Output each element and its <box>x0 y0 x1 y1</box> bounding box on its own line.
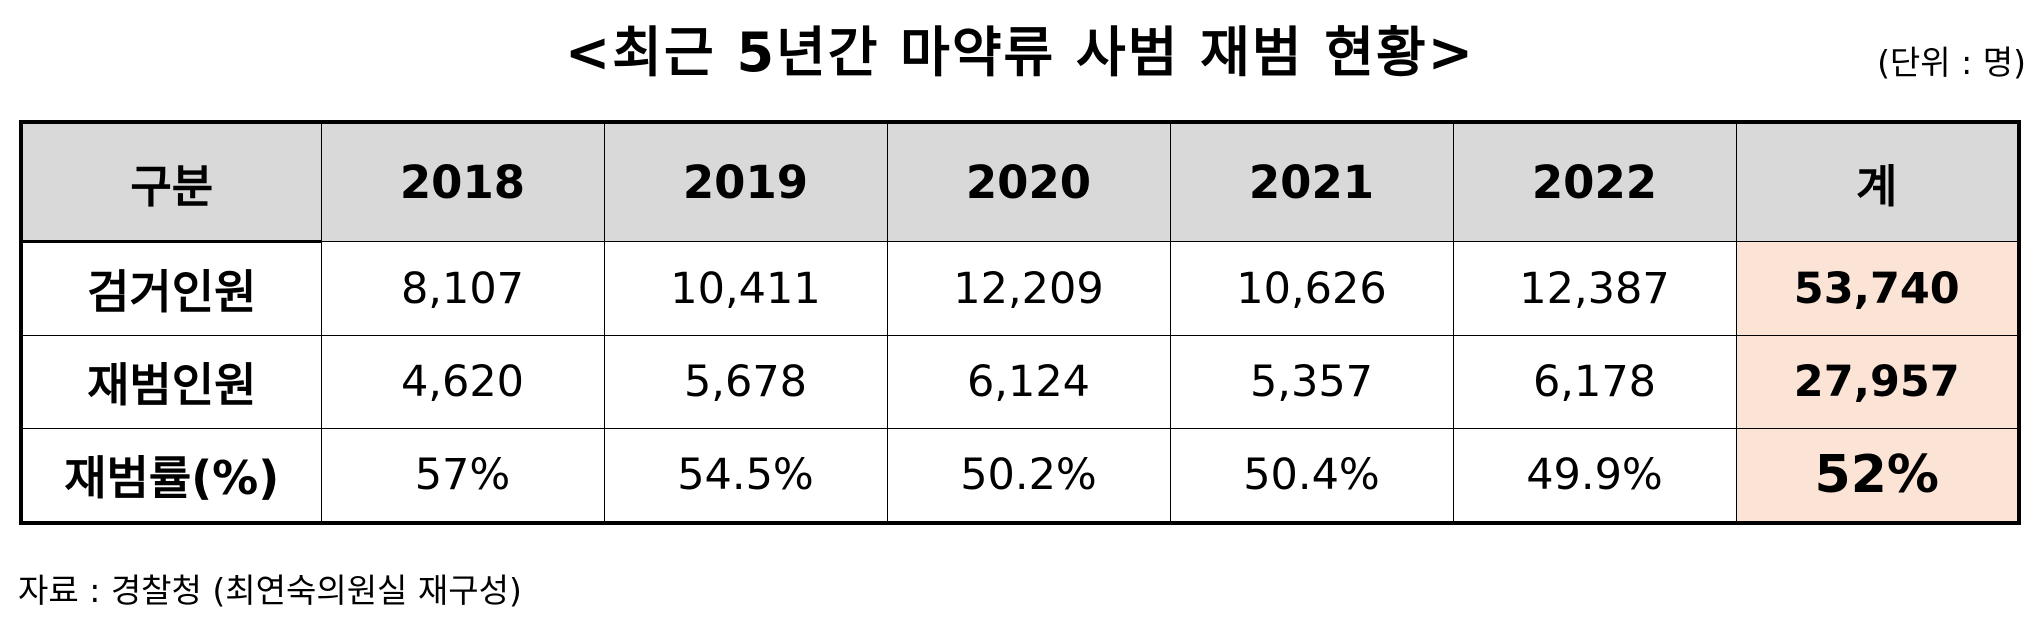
table-cell: 8,107 <box>320 241 605 336</box>
header-cell-2021: 2021 <box>1169 121 1454 242</box>
total-cell: 53,740 <box>1735 241 2020 336</box>
table-row: 검거인원 8,107 10,411 12,209 10,626 12,387 5… <box>20 241 2020 336</box>
header-cell-2022: 2022 <box>1452 121 1737 242</box>
table-cell: 6,178 <box>1452 335 1737 429</box>
row-label-arrests: 검거인원 <box>20 241 322 336</box>
table-cell: 10,626 <box>1169 241 1454 336</box>
recidivism-table: 구분 2018 2019 2020 2021 2022 계 검거인원 8,107… <box>19 120 2021 525</box>
table-row: 재범률(%) 57% 54.5% 50.2% 50.4% 49.9% 52% <box>20 428 2020 524</box>
header-cell-2018: 2018 <box>320 121 605 242</box>
row-label-repeat-offenders: 재범인원 <box>20 335 322 429</box>
table-cell: 49.9% <box>1452 428 1737 524</box>
table-cell: 54.5% <box>603 428 888 524</box>
table-cell: 12,387 <box>1452 241 1737 336</box>
table-cell: 50.4% <box>1169 428 1454 524</box>
source-note: 자료 : 경찰청 (최연숙의원실 재구성) <box>18 571 522 610</box>
header-cell-2019: 2019 <box>603 121 888 242</box>
table-cell: 12,209 <box>886 241 1171 336</box>
table-cell: 6,124 <box>886 335 1171 429</box>
total-cell: 52% <box>1735 428 2020 524</box>
header-cell-category: 구분 <box>20 121 322 243</box>
table-cell: 57% <box>320 428 605 524</box>
page-title: <최근 5년간 마약류 사범 재범 현황> <box>565 21 1475 84</box>
table-cell: 5,357 <box>1169 335 1454 429</box>
table-cell: 4,620 <box>320 335 605 429</box>
table-header-row: 구분 2018 2019 2020 2021 2022 계 <box>20 121 2020 243</box>
table-cell: 50.2% <box>886 428 1171 524</box>
table-cell: 10,411 <box>603 241 888 336</box>
header-cell-2020: 2020 <box>886 121 1171 242</box>
total-cell: 27,957 <box>1735 335 2020 429</box>
table-row: 재범인원 4,620 5,678 6,124 5,357 6,178 27,95… <box>20 335 2020 429</box>
header-cell-total: 계 <box>1735 121 2020 242</box>
table-cell: 5,678 <box>603 335 888 429</box>
unit-note: (단위 : 명) <box>1877 43 2026 82</box>
row-label-recidivism-rate: 재범률(%) <box>20 428 322 524</box>
